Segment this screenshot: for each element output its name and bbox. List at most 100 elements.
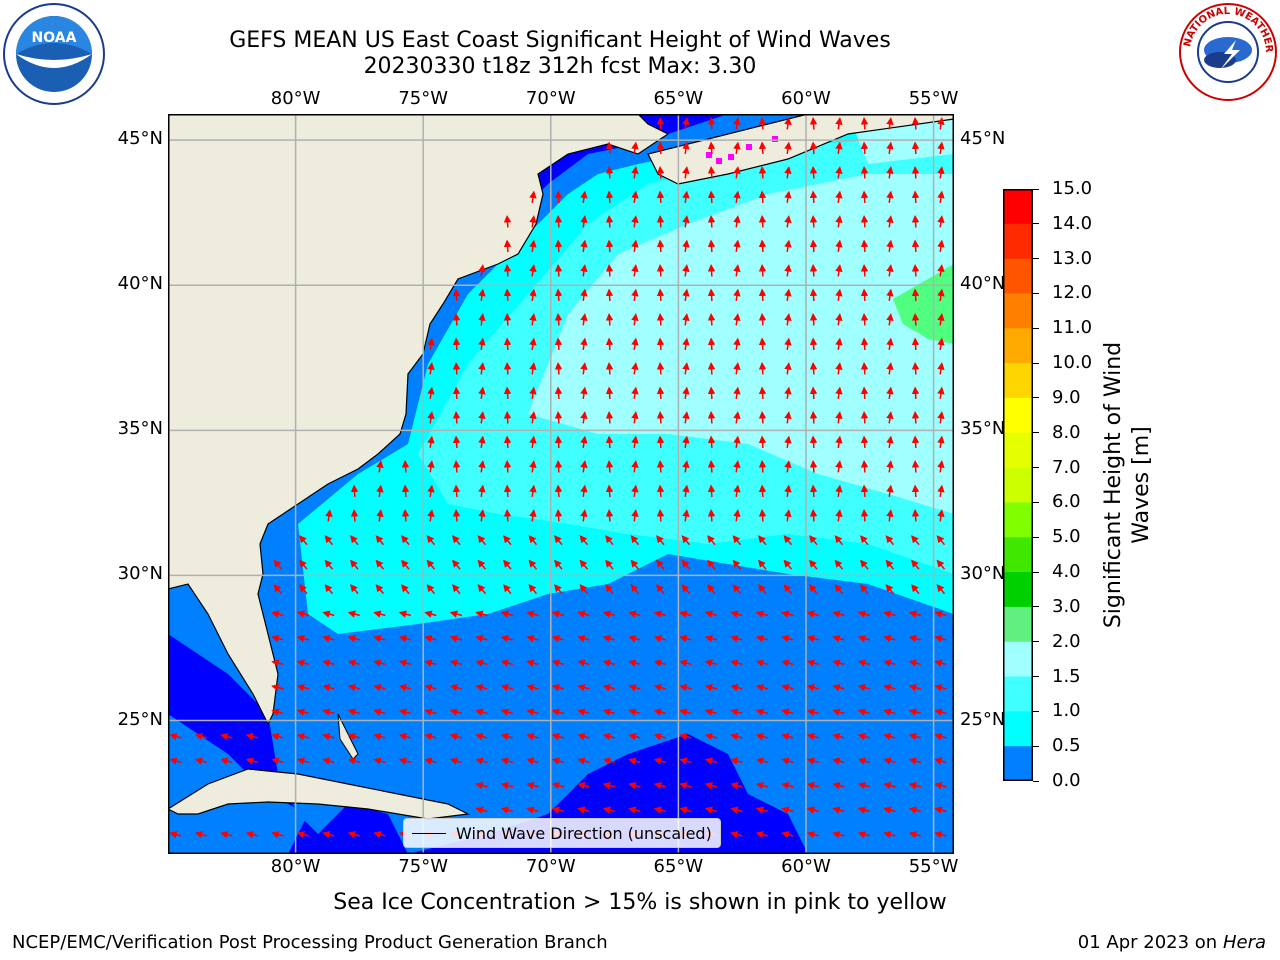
wave-arrow bbox=[835, 411, 843, 424]
wave-arrow bbox=[656, 386, 665, 400]
wave-arrow bbox=[809, 435, 818, 449]
wave-arrow bbox=[477, 559, 487, 570]
wave-arrow bbox=[528, 535, 538, 546]
wave-arrow bbox=[911, 559, 920, 570]
wave-arrow bbox=[500, 733, 513, 741]
wave-arrow bbox=[835, 117, 843, 130]
wave-arrow bbox=[857, 610, 870, 618]
wave-arrow bbox=[424, 684, 437, 692]
wave-arrow bbox=[682, 264, 690, 277]
wave-arrow bbox=[809, 484, 818, 498]
wave-arrow bbox=[478, 337, 486, 351]
footer-date-text: 01 Apr 2023 on bbox=[1077, 932, 1223, 953]
colorbar-tick-label: 13.0 bbox=[1052, 247, 1093, 269]
wave-arrow bbox=[911, 460, 920, 473]
footer-branch: NCEP/EMC/Verification Post Processing Pr… bbox=[12, 932, 608, 953]
wave-arrow bbox=[806, 635, 819, 643]
wave-arrow bbox=[835, 215, 843, 228]
wave-arrow bbox=[602, 757, 615, 765]
wave-arrow bbox=[628, 610, 641, 618]
wave-arrow bbox=[373, 733, 386, 741]
wave-arrow bbox=[631, 411, 639, 424]
wave-arrow bbox=[296, 831, 309, 839]
footer-date: 01 Apr 2023 on Hera bbox=[1078, 932, 1266, 953]
colorbar-segment bbox=[1003, 293, 1033, 329]
wave-arrow bbox=[526, 782, 539, 790]
wave-arrow bbox=[449, 635, 462, 643]
wave-arrow bbox=[475, 635, 488, 643]
wave-arrow bbox=[755, 757, 768, 765]
wave-arrow bbox=[529, 386, 537, 400]
wave-arrow bbox=[911, 166, 920, 179]
wave-arrow bbox=[707, 166, 716, 179]
wave-arrow bbox=[908, 708, 921, 716]
wave-arrow bbox=[554, 264, 563, 277]
lat-label-right: 30°N bbox=[960, 563, 1006, 585]
wave-arrow bbox=[554, 435, 563, 449]
wave-arrow bbox=[908, 684, 921, 692]
wave-arrow bbox=[784, 215, 792, 228]
wave-arrow bbox=[758, 215, 767, 228]
wave-arrow bbox=[883, 659, 896, 667]
colorbar-tick-label: 7.0 bbox=[1052, 456, 1081, 478]
wave-arrow bbox=[526, 757, 539, 765]
wave-arrow bbox=[375, 584, 385, 595]
graticule bbox=[168, 114, 954, 854]
lat-label-right: 45°N bbox=[960, 128, 1006, 150]
wave-arrow bbox=[886, 166, 894, 179]
wave-arrow bbox=[347, 610, 360, 618]
wave-arrow bbox=[551, 733, 564, 741]
lat-label-left: 40°N bbox=[117, 273, 163, 295]
wave-arrow bbox=[169, 733, 182, 741]
wave-arrow bbox=[681, 535, 691, 546]
wave-arrow bbox=[580, 313, 588, 326]
wave-arrow bbox=[758, 535, 767, 546]
wave-arrow bbox=[350, 559, 359, 570]
wave-arrow bbox=[730, 806, 743, 814]
wave-arrow bbox=[554, 386, 563, 400]
colorbar-tick-mark bbox=[1033, 676, 1039, 678]
wave-arrow bbox=[324, 535, 334, 546]
wave-arrow bbox=[886, 386, 894, 400]
wave-arrow bbox=[860, 435, 869, 449]
wave-arrow bbox=[832, 782, 845, 790]
legend-line-icon bbox=[412, 832, 446, 834]
wave-arrow bbox=[656, 239, 665, 253]
wave-arrow bbox=[911, 584, 920, 595]
wave-arrow bbox=[580, 239, 588, 253]
wave-arrow bbox=[704, 733, 717, 741]
wave-arrow bbox=[602, 684, 615, 692]
wave-arrow bbox=[758, 484, 767, 498]
wave-arrow bbox=[911, 141, 920, 155]
wave-arrow bbox=[452, 535, 461, 546]
wave-arrow bbox=[758, 411, 767, 424]
wave-arrow bbox=[732, 559, 742, 570]
wave-arrow bbox=[758, 166, 767, 179]
colorbar-segment bbox=[1003, 432, 1033, 469]
wave-arrow bbox=[554, 484, 563, 498]
wave-arrow bbox=[885, 535, 895, 546]
wave-arrow bbox=[704, 806, 717, 814]
wave-arrow bbox=[449, 708, 462, 716]
wave-arrow bbox=[758, 362, 767, 375]
wave-arrow bbox=[682, 362, 690, 375]
colorbar-tick-label: 12.0 bbox=[1052, 282, 1093, 304]
wave-arrow bbox=[580, 190, 588, 204]
wave-arrow bbox=[452, 386, 461, 400]
wave-arrow bbox=[886, 239, 894, 253]
wave-arrow bbox=[398, 708, 411, 716]
wave-arrow bbox=[529, 484, 537, 498]
wave-arrow bbox=[707, 435, 716, 449]
colorbar-tick-label: 0.0 bbox=[1052, 770, 1081, 791]
wave-arrow bbox=[373, 635, 386, 643]
wave-arrow bbox=[937, 411, 945, 424]
wave-arrow bbox=[653, 782, 666, 790]
wave-arrow bbox=[857, 635, 870, 643]
wave-arrow bbox=[299, 535, 308, 546]
wave-arrow bbox=[477, 584, 487, 595]
wave-arrow bbox=[631, 435, 639, 449]
wave-arrow bbox=[733, 362, 741, 375]
wave-arrow bbox=[733, 411, 741, 424]
wave-arrow bbox=[679, 684, 692, 692]
wave-arrow bbox=[835, 190, 843, 204]
